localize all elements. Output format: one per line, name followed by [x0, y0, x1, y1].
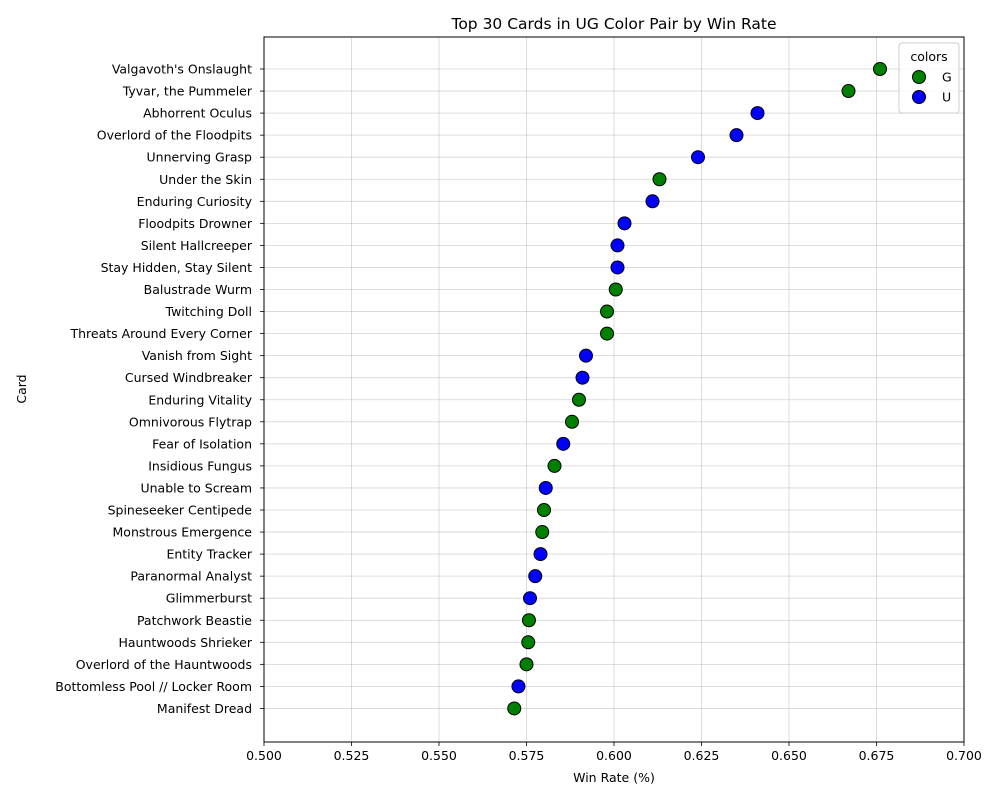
data-point	[579, 348, 593, 363]
y-tick-label: Hauntwoods Shrieker	[118, 635, 252, 650]
y-tick-label: Bottomless Pool // Locker Room	[55, 679, 252, 694]
x-axis-ticks: 0.500 0.525 0.550 0.575 0.600 0.625 0.650 0.675…	[246, 742, 982, 763]
data-point	[521, 613, 536, 628]
y-tick-label: Manifest Dread	[157, 701, 252, 716]
data-point	[610, 260, 625, 275]
data-point	[572, 392, 586, 407]
y-axis-ticks: Valgavoth's Onslaught Tyvar, the Pummeler…	[55, 62, 264, 716]
data-point	[535, 525, 550, 540]
y-tick-label: Stay Hidden, Stay Silent	[101, 260, 253, 275]
data-point	[608, 282, 623, 297]
data-point	[533, 547, 548, 562]
x-tick-label: 0.525	[334, 748, 370, 763]
legend-title: colors	[910, 49, 947, 64]
y-tick-label: Twitching Doll	[165, 304, 252, 319]
data-point	[600, 304, 614, 319]
x-tick-label: 0.625	[684, 748, 720, 763]
x-axis-label: Win Rate (%)	[573, 770, 655, 785]
y-tick-label: Enduring Curiosity	[137, 194, 253, 209]
x-tick-label: 0.500	[246, 748, 282, 763]
y-tick-label: Threats Around Every Corner	[69, 326, 252, 341]
data-points	[507, 62, 887, 716]
y-tick-label: Tyvar, the Pummeler	[122, 84, 253, 99]
x-tick-label: 0.675	[859, 748, 895, 763]
y-tick-label: Valgavoth's Onslaught	[112, 62, 252, 77]
legend-marker	[912, 90, 926, 104]
y-tick-label: Patchwork Beastie	[137, 613, 252, 628]
x-tick-label: 0.700	[946, 748, 982, 763]
x-tick-label: 0.550	[421, 748, 457, 763]
data-point	[528, 569, 543, 584]
data-point	[652, 172, 667, 187]
y-tick-label: Omnivorous Flytrap	[129, 414, 252, 429]
data-point	[556, 436, 571, 451]
data-point	[610, 238, 625, 253]
data-point	[537, 503, 551, 517]
y-tick-label: Enduring Vitality	[148, 392, 252, 407]
x-tick-label: 0.575	[509, 748, 545, 763]
data-point	[600, 326, 614, 341]
x-tick-label: 0.600	[596, 748, 632, 763]
y-tick-label: Monstrous Emergence	[113, 525, 253, 540]
legend-label: U	[942, 90, 951, 105]
y-tick-label: Paranormal Analyst	[130, 569, 252, 584]
y-tick-label: Spineseeker Centipede	[108, 503, 253, 518]
data-point	[729, 128, 744, 143]
y-tick-label: Cursed Windbreaker	[125, 370, 253, 385]
y-tick-label: Entity Tracker	[166, 547, 252, 562]
y-tick-label: Unnerving Grasp	[147, 150, 253, 165]
data-point	[841, 84, 856, 99]
data-point	[507, 701, 522, 716]
y-tick-label: Balustrade Wurm	[144, 282, 252, 297]
data-point	[521, 635, 536, 650]
y-tick-label: Silent Hallcreeper	[141, 238, 253, 253]
data-point	[617, 216, 632, 231]
y-tick-label: Glimmerburst	[166, 591, 252, 606]
y-tick-label: Vanish from Sight	[142, 348, 252, 363]
y-tick-label: Overlord of the Hauntwoods	[76, 657, 252, 672]
legend-marker	[912, 70, 926, 84]
legend: colors GU	[898, 42, 960, 114]
y-tick-label: Overlord of the Floodpits	[97, 128, 252, 143]
data-point	[691, 150, 705, 165]
data-point	[523, 591, 537, 606]
y-tick-label: Under the Skin	[159, 172, 252, 187]
y-axis-label: Card	[14, 374, 29, 403]
data-point	[547, 458, 562, 473]
data-point	[538, 480, 553, 495]
grid-lines	[263, 37, 965, 742]
y-tick-label: Abhorrent Oculus	[143, 106, 252, 121]
data-point	[511, 679, 526, 694]
data-point	[575, 370, 590, 385]
y-tick-label: Insidious Fungus	[148, 458, 252, 473]
data-point	[519, 657, 534, 672]
y-tick-label: Fear of Isolation	[152, 436, 252, 451]
y-tick-label: Unable to Scream	[140, 480, 252, 495]
data-point	[565, 414, 579, 429]
data-point	[645, 194, 660, 209]
x-tick-label: 0.650	[771, 748, 807, 763]
chart-title: Top 30 Cards in UG Color Pair by Win Rat…	[450, 15, 776, 33]
data-point	[750, 106, 765, 121]
y-tick-label: Floodpits Drowner	[138, 216, 253, 231]
legend-label: G	[942, 70, 952, 85]
data-point	[873, 62, 887, 76]
